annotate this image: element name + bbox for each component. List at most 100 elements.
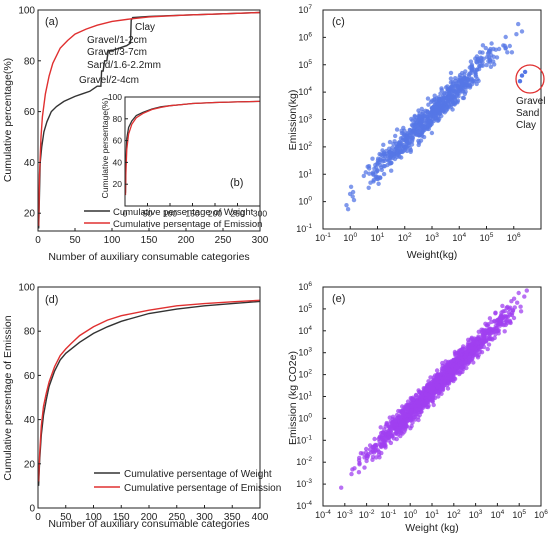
panel-b-xtick-label: 100: [163, 209, 177, 219]
panel-e-xtick-label: 10-4: [315, 509, 331, 520]
panel-e-data-point: [508, 312, 513, 317]
panel-c-ytick-label: 101: [298, 168, 312, 179]
panel-e-data-point: [400, 413, 405, 418]
panel-e-data-point: [367, 443, 373, 448]
panel-a-ytick-label: 60: [24, 107, 36, 118]
panel-e-data-point: [503, 318, 509, 323]
panel-b-ytick-label: 80: [113, 114, 123, 124]
panel-d-xtick-label: 400: [252, 512, 269, 523]
panel-e-ytick-label: 10-3: [296, 478, 312, 489]
panel-e-data-point: [400, 404, 405, 409]
panel-e-xtick-label: 106: [534, 509, 548, 520]
panel-e-data-point: [376, 436, 381, 442]
panel-a-ytick-label: 80: [24, 56, 36, 67]
panel-e-data-point: [383, 424, 388, 429]
panel-c-data-point: [429, 130, 435, 136]
panel-c-data-point: [417, 115, 422, 120]
panel-e-data-point: [495, 318, 500, 323]
panel-e-data-point: [434, 368, 440, 373]
panel-e-data-point: [445, 386, 451, 391]
panel-b-ytick-label: 40: [113, 157, 123, 167]
panel-e-data-point: [379, 443, 385, 448]
panel-e-ytick-label: 103: [298, 347, 312, 358]
panel-c-data-point: [382, 158, 387, 163]
panel-e-data-point: [352, 466, 357, 471]
panel-e-data-point: [357, 455, 362, 461]
panel-e-data-point: [417, 394, 422, 399]
panel-e-data-point: [437, 372, 443, 378]
panel-d-xlabel: Number of auxiliary consumable categorie…: [48, 518, 249, 530]
panel-c-data-point: [391, 141, 396, 147]
legend-weight-label: Cumulative persentage of Weight: [113, 207, 254, 218]
panel-c-xlabel: Weight(kg): [407, 249, 458, 261]
panel-e-data-point: [425, 404, 431, 410]
panel-e-data-point: [399, 409, 405, 414]
panel-c-data-point: [418, 138, 424, 143]
panel-c-data-point: [373, 174, 378, 180]
panel-c-data-point: [460, 95, 466, 101]
panel-c-ytick-label: 106: [298, 31, 312, 42]
panel-c-data-point: [421, 114, 426, 119]
panel-c-data-point: [418, 119, 423, 125]
panel-c-xtick-label: 102: [398, 232, 412, 243]
panel-e-data-point: [362, 465, 367, 470]
panel-d-xtick-label: 150: [113, 512, 130, 523]
panel-c-data-point: [462, 80, 468, 85]
panel-e-xtick-label: 100: [403, 509, 417, 520]
panel-e-data-point: [438, 386, 443, 392]
panel-e-data-point: [423, 392, 428, 397]
panel-d-ytick-label: 40: [24, 415, 36, 426]
panel-c-data-point: [404, 145, 410, 150]
panel-e-data-point: [380, 430, 385, 435]
panel-e-ytick-label: 10-4: [296, 500, 312, 511]
panel-b-xtick-label: 50: [143, 209, 153, 219]
panel-b-xtick-label: 0: [123, 209, 128, 219]
annotation-sand-1-6-2-2mm: Sand/1.6-2.2mm: [87, 60, 161, 71]
panel-c-label: (c): [332, 16, 345, 28]
panel-e-data-point: [394, 436, 399, 442]
panel-a-xtick-label: 0: [35, 235, 41, 246]
panel-e-data-point: [511, 315, 517, 321]
annotation-sand: Sand: [516, 108, 539, 119]
panel-c-data-point: [448, 76, 454, 81]
panel-e-data-point: [367, 447, 373, 452]
panel-c-data-point: [452, 96, 458, 101]
panel-e-xlabel: Weight (kg): [405, 522, 459, 533]
panel-d-xtick-label: 50: [60, 512, 72, 523]
panel-e-data-point: [507, 306, 512, 312]
panel-c-data-point: [411, 126, 416, 132]
panel-d-xtick-label: 200: [141, 512, 158, 523]
panel-c-data-point: [365, 164, 370, 169]
panel-c-data-point: [496, 46, 502, 52]
panel-e-data-point: [524, 288, 529, 293]
panel-c-xtick-label: 100: [343, 232, 357, 243]
panel-e-data-point: [399, 422, 404, 427]
panel-e-data-point: [405, 399, 411, 404]
panel-e-data-point: [515, 300, 520, 305]
chart-panel-c: 10-1 100 101 102 103 104 105 106 10-1 100 101 102 1…: [287, 4, 545, 261]
panel-c-ylabel: Emission(kg): [287, 90, 299, 151]
panel-e-data-point: [472, 336, 477, 341]
panel-e-data-point: [498, 317, 504, 323]
panel-e-ytick-label: 101: [298, 391, 312, 402]
panel-c-ytick-label: 107: [298, 4, 312, 15]
panel-e-data-point: [437, 376, 442, 381]
annotation-clay-c: Clay: [516, 120, 536, 131]
panel-c-data-point: [471, 78, 476, 83]
panel-c-data-point: [401, 125, 406, 131]
panel-c-data-point: [484, 62, 489, 68]
panel-c-xtick-label: 106: [507, 232, 521, 243]
panel-e-data-point: [430, 385, 435, 391]
panel-c-data-point: [473, 70, 478, 75]
panel-e-data-point: [459, 360, 464, 366]
annotation-clay: Clay: [135, 22, 155, 33]
panel-e-data-point: [436, 394, 441, 399]
panel-a-xlabel: Number of auxiliary consumable categorie…: [48, 251, 249, 263]
panel-e-data-point: [376, 452, 382, 457]
panel-c-data-point: [477, 50, 483, 55]
panel-e-data-point: [518, 309, 524, 314]
panel-e-data-point: [464, 349, 469, 354]
panel-c-ytick-label: 103: [298, 114, 312, 125]
panel-d-xtick-label: 250: [168, 512, 185, 523]
panel-c-data-point: [397, 140, 403, 145]
